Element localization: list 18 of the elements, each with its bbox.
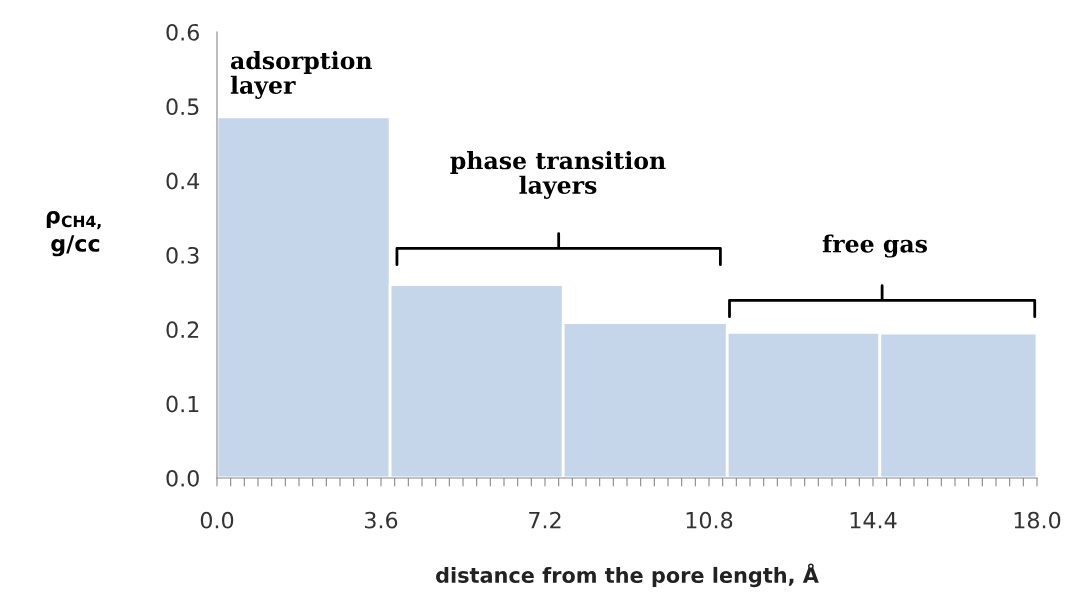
y-tick-label: 0.2	[166, 321, 199, 339]
annotation: free gas	[822, 234, 928, 258]
x-tick-label: 18.0	[1014, 511, 1061, 529]
y-tick-label: 0.0	[166, 469, 199, 487]
x-tick-label: 14.4	[850, 512, 897, 529]
x-tick-label: 3.6	[365, 511, 398, 529]
y-axis-title: ρ$_{CH4,}$ g/cc	[46, 210, 101, 257]
annotation: phase transition layers	[450, 151, 666, 199]
x-tick-label: 10.8	[686, 511, 733, 529]
x-tick-label: 0.0	[200, 511, 234, 529]
y-tick-label: 0.5	[166, 98, 199, 116]
y-tick-label: 0.6	[166, 23, 199, 41]
annotation: adsorption layer	[230, 51, 373, 99]
x-axis-title: distance from the pore length, Å	[436, 563, 819, 588]
x-tick-label: 7.2	[529, 511, 561, 529]
y-tick-label: 0.3	[166, 246, 199, 264]
y-tick-label: 0.4	[166, 172, 200, 190]
y-tick-label: 0.1	[166, 395, 199, 413]
